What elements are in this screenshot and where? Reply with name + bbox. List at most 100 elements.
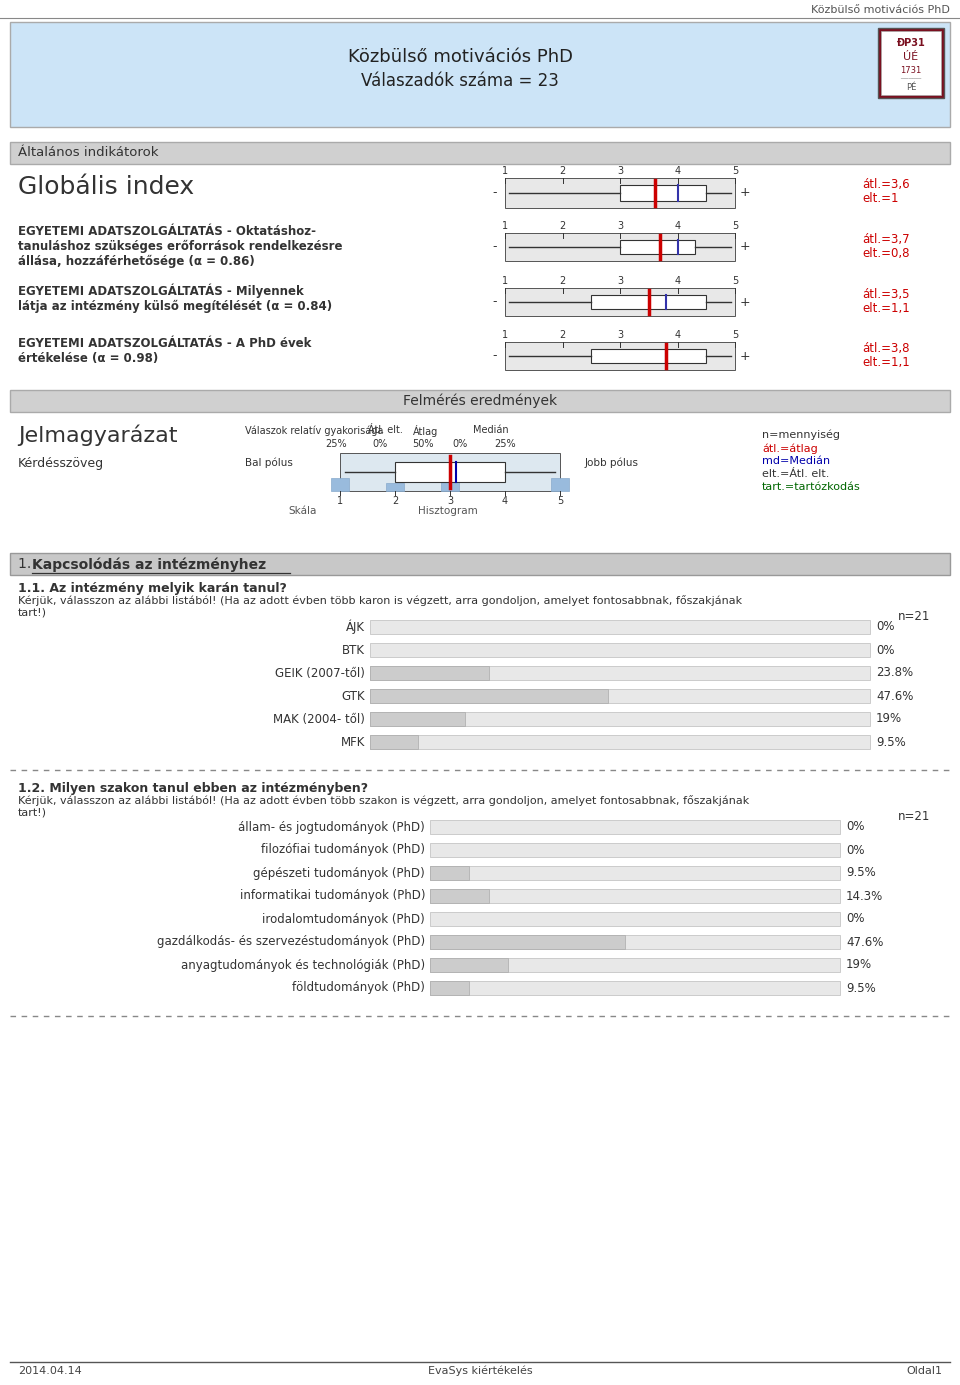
Text: GTK: GTK	[342, 690, 365, 702]
Text: 50%: 50%	[412, 439, 434, 449]
Text: 9.5%: 9.5%	[846, 982, 876, 994]
Text: Kérdésszöveg: Kérdésszöveg	[18, 457, 104, 470]
Text: n=21: n=21	[898, 810, 930, 823]
Text: 4: 4	[675, 276, 681, 285]
Text: elt.=1: elt.=1	[862, 193, 899, 205]
Text: Felmérés eredmények: Felmérés eredmények	[403, 393, 557, 409]
Text: +: +	[740, 295, 751, 309]
Bar	[878, 28, 944, 98]
Text: BTK: BTK	[342, 644, 365, 656]
Bar	[505, 233, 735, 260]
Text: 5: 5	[732, 330, 738, 339]
Text: 1.1. Az intézmény melyik karán tanul?: 1.1. Az intézmény melyik karán tanul?	[18, 582, 287, 596]
Text: 1: 1	[337, 496, 343, 506]
Bar	[370, 666, 870, 680]
Bar	[430, 866, 468, 879]
Text: GEIK (2007-től): GEIK (2007-től)	[276, 666, 365, 680]
Text: Globális index: Globális index	[18, 175, 194, 199]
Bar	[10, 143, 950, 163]
Text: -: -	[492, 349, 497, 363]
Bar	[441, 467, 459, 492]
Text: Kapcsolódás az intézményhez: Kapcsolódás az intézményhez	[32, 557, 266, 572]
Text: elt.=1,1: elt.=1,1	[862, 356, 910, 368]
Text: +: +	[740, 349, 751, 363]
Text: Átlag: Átlag	[413, 425, 439, 438]
Bar	[430, 981, 468, 994]
Text: 3: 3	[617, 276, 623, 285]
Bar	[340, 453, 560, 492]
Bar	[430, 866, 840, 879]
Bar	[430, 889, 489, 903]
Text: 47.6%: 47.6%	[876, 690, 913, 702]
Text: átl.=3,7: átl.=3,7	[862, 233, 910, 247]
Bar	[430, 911, 840, 927]
Text: 25%: 25%	[494, 439, 516, 449]
Text: 2: 2	[560, 222, 565, 231]
Text: ─────: ─────	[900, 76, 922, 82]
Text: MAK (2004- től): MAK (2004- től)	[274, 712, 365, 726]
Text: Skála: Skála	[288, 506, 317, 517]
Bar	[430, 958, 840, 972]
Text: informatikai tudományok (PhD): informatikai tudományok (PhD)	[239, 889, 425, 903]
Text: 3: 3	[617, 166, 623, 176]
Text: gépészeti tudományok (PhD): gépészeti tudományok (PhD)	[253, 867, 425, 879]
Text: 4: 4	[675, 166, 681, 176]
Bar	[620, 240, 695, 253]
Text: átl.=3,6: átl.=3,6	[862, 179, 910, 191]
Text: 0%: 0%	[452, 439, 468, 449]
Text: 0%: 0%	[846, 843, 865, 856]
Bar	[370, 666, 489, 680]
Text: ĐP31: ĐP31	[897, 37, 925, 48]
Text: 5: 5	[732, 276, 738, 285]
Bar	[10, 22, 950, 127]
Text: 5: 5	[732, 166, 738, 176]
Bar	[370, 712, 870, 726]
Text: 5: 5	[732, 222, 738, 231]
Bar	[370, 688, 870, 704]
Text: 9.5%: 9.5%	[876, 735, 905, 748]
Text: Általános indikátorok: Általános indikátorok	[18, 145, 158, 159]
Text: EGYETEMI ADATSZOLGÁLTATÁS - A PhD évek
értékelése (α = 0.98): EGYETEMI ADATSZOLGÁLTATÁS - A PhD évek é…	[18, 337, 311, 366]
Bar	[591, 349, 707, 363]
Text: -: -	[492, 187, 497, 199]
Text: 1.2. Milyen szakon tanul ebben az intézményben?: 1.2. Milyen szakon tanul ebben az intézm…	[18, 783, 368, 795]
Text: Medián: Medián	[473, 425, 509, 435]
Text: 23.8%: 23.8%	[876, 666, 913, 680]
Text: 1: 1	[502, 222, 508, 231]
Bar	[331, 478, 349, 492]
Text: md=Medián: md=Medián	[762, 456, 830, 465]
Text: Átl. elt.: Átl. elt.	[368, 425, 403, 435]
Text: 9.5%: 9.5%	[846, 867, 876, 879]
Text: 2: 2	[560, 276, 565, 285]
Text: Bal pólus: Bal pólus	[245, 457, 293, 468]
Text: 14.3%: 14.3%	[846, 889, 883, 903]
Text: 1731: 1731	[900, 66, 922, 75]
Text: 4: 4	[675, 330, 681, 339]
Text: 3: 3	[447, 496, 453, 506]
Bar	[370, 620, 870, 634]
Text: anyagtudományok és technológiák (PhD): anyagtudományok és technológiák (PhD)	[180, 958, 425, 971]
Text: átl.=3,5: átl.=3,5	[862, 288, 909, 301]
Bar	[620, 186, 707, 201]
Text: filozófiai tudományok (PhD): filozófiai tudományok (PhD)	[261, 843, 425, 856]
Text: tart.=tartózkodás: tart.=tartózkodás	[762, 482, 861, 492]
Text: 5: 5	[557, 496, 564, 506]
Text: 0%: 0%	[372, 439, 388, 449]
Text: Kérjük, válasszon az alábbi listából! (Ha az adott évben több karon is végzett, : Kérjük, válasszon az alábbi listából! (H…	[18, 596, 742, 618]
Text: elt.=0,8: elt.=0,8	[862, 247, 909, 260]
Text: 47.6%: 47.6%	[846, 935, 883, 949]
Bar	[430, 935, 625, 949]
Text: 2014.04.14: 2014.04.14	[18, 1366, 82, 1377]
Text: átl.=átlag: átl.=átlag	[762, 443, 818, 453]
Text: MFK: MFK	[341, 735, 365, 748]
Text: Oldal1: Oldal1	[906, 1366, 942, 1377]
Text: 19%: 19%	[846, 958, 872, 971]
Text: Közbülső motivációs PhD: Közbülső motivációs PhD	[811, 6, 950, 15]
Text: 1: 1	[502, 330, 508, 339]
Text: elt.=1,1: elt.=1,1	[862, 302, 910, 314]
Text: n=21: n=21	[898, 609, 930, 623]
Text: n=mennyiség: n=mennyiség	[762, 429, 840, 440]
Text: átl.=3,8: átl.=3,8	[862, 342, 909, 355]
Bar	[551, 478, 569, 492]
Text: 0%: 0%	[846, 820, 865, 834]
